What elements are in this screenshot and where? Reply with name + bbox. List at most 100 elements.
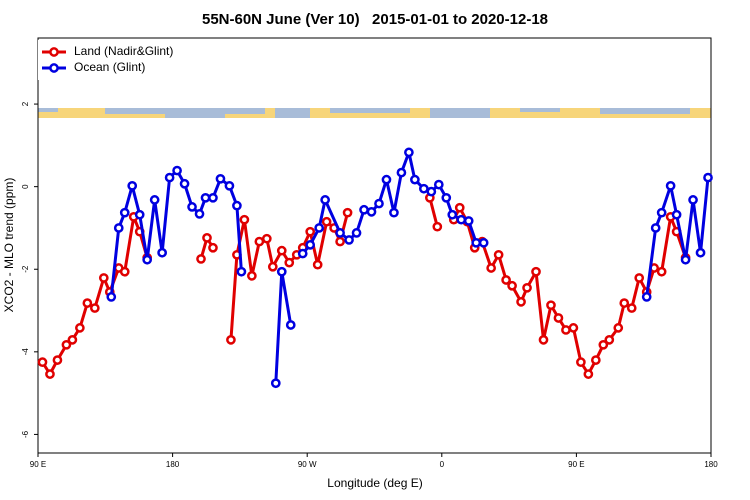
data-point (61, 339, 72, 350)
data-point (410, 174, 420, 185)
data-point (703, 172, 713, 183)
data-point (456, 214, 467, 225)
data-point (284, 257, 295, 268)
data-point (149, 195, 160, 205)
data-point (320, 195, 330, 205)
data-point (276, 266, 287, 277)
data-point (52, 355, 63, 365)
data-point (604, 335, 615, 345)
data-point (419, 183, 429, 194)
data-point (432, 221, 443, 232)
data-point (447, 209, 458, 220)
data-point (82, 298, 93, 308)
data-point (113, 223, 124, 233)
data-point (568, 323, 579, 333)
data-point (134, 209, 145, 220)
data-point (142, 254, 153, 265)
data-point (463, 216, 474, 226)
data-point (247, 271, 257, 281)
data-point (335, 228, 345, 238)
legend-marker (49, 47, 59, 57)
data-point (236, 266, 247, 277)
legend-label: Ocean (Glint) (74, 60, 145, 74)
data-point (366, 206, 377, 217)
data-point (305, 240, 316, 250)
data-point (359, 204, 369, 215)
data-point (516, 297, 526, 307)
data-point (127, 180, 138, 191)
data-point (426, 186, 437, 197)
data-point (613, 323, 624, 333)
data-point (404, 147, 414, 158)
data-point (297, 248, 308, 259)
data-point (671, 209, 682, 220)
data-point (208, 242, 218, 253)
data-point (576, 357, 586, 368)
data-point (232, 200, 242, 211)
data-point (493, 249, 504, 260)
data-point (321, 216, 332, 227)
data-point (157, 247, 167, 258)
data-point (656, 207, 667, 218)
data-point (561, 325, 571, 335)
data-point (507, 280, 517, 291)
x-tick-label: 90 W (298, 460, 317, 469)
y-tick-label: -2 (21, 265, 30, 273)
data-point (89, 303, 100, 313)
x-tick-label: 0 (440, 460, 445, 469)
data-point (254, 236, 265, 247)
data-point (598, 339, 609, 350)
legend-label: Land (Nadir&Glint) (74, 44, 173, 58)
data-point (650, 223, 661, 233)
data-point (478, 237, 489, 248)
y-tick-label: 2 (21, 101, 30, 106)
data-point (553, 313, 564, 323)
data-point (665, 180, 676, 191)
x-tick-label: 90 E (30, 460, 46, 469)
data-point (656, 266, 667, 277)
data-point (119, 207, 130, 218)
plot-frame (37, 37, 712, 454)
data-point (688, 195, 698, 205)
data-point (312, 259, 323, 270)
data-point (342, 207, 353, 218)
y-tick-label: 0 (21, 184, 30, 189)
map-strip (38, 108, 711, 118)
data-point (267, 261, 278, 272)
data-point (164, 172, 175, 183)
data-point (187, 202, 197, 212)
data-point (374, 198, 384, 209)
data-point (486, 263, 497, 273)
data-point (538, 335, 549, 345)
data-point (626, 303, 637, 313)
data-point (471, 237, 482, 248)
data-point (344, 235, 354, 245)
data-point (619, 298, 630, 308)
data-point (441, 192, 452, 203)
legend-marker (49, 63, 59, 73)
data-point (106, 292, 117, 302)
data-point (634, 273, 645, 283)
data-point (239, 214, 250, 225)
data-point (172, 165, 182, 176)
data-point (200, 192, 211, 203)
x-tick-label: 180 (704, 460, 718, 469)
data-point (75, 323, 85, 333)
data-point (285, 320, 296, 330)
data-point (396, 167, 407, 178)
data-point (590, 355, 601, 365)
data-point (381, 174, 392, 185)
x-tick-label: 180 (166, 460, 180, 469)
data-point (261, 233, 272, 244)
legend: Land (Nadir&Glint) Ocean (Glint) (38, 40, 188, 80)
data-point (433, 179, 444, 190)
data-point (270, 378, 281, 389)
data-point (351, 228, 362, 238)
y-axis-label: XCO2 - MLO trend (ppm) (2, 178, 16, 313)
chart-title: 55N-60N June (Ver 10) 2015-01-01 to 2020… (202, 11, 548, 28)
data-point (680, 254, 691, 265)
data-point (314, 223, 325, 233)
data-point (226, 335, 236, 345)
